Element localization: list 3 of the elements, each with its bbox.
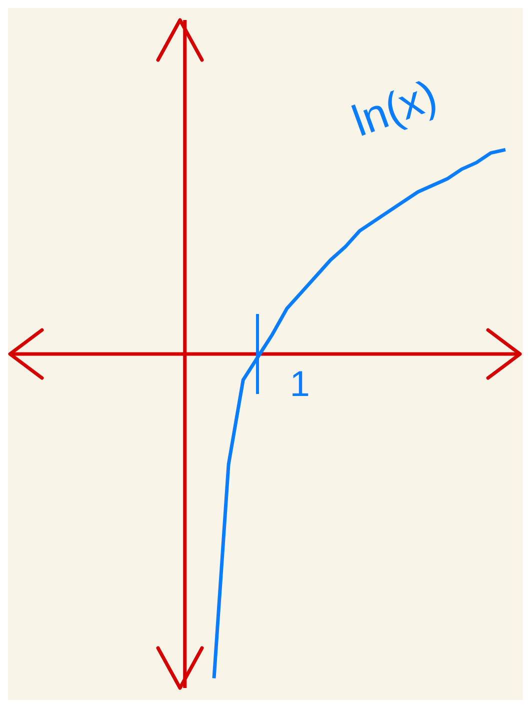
annotation: 1 [290, 363, 310, 404]
text: ln(x) [346, 70, 444, 148]
tick-mark: 1 [256, 314, 316, 414]
